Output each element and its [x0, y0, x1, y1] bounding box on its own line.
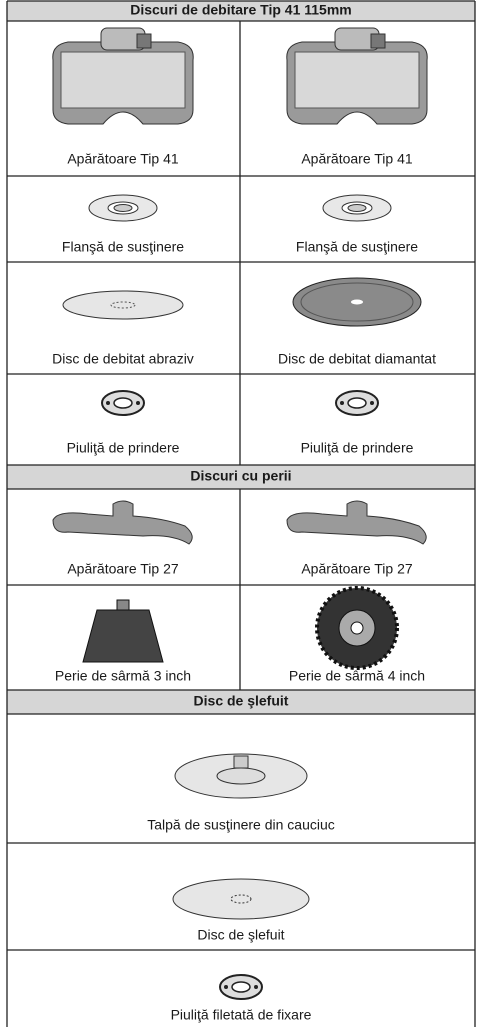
header-bg [7, 465, 475, 489]
header-bg [7, 690, 475, 714]
cell-label: Perie de sârmă 4 inch [289, 668, 425, 684]
cell-label: Disc de debitat abraziv [52, 351, 194, 367]
cell-label: Apărătoare Tip 27 [301, 561, 413, 577]
cell-label: Perie de sârmă 3 inch [55, 668, 191, 684]
section-title: Discuri cu perii [190, 468, 291, 484]
cell-label: Apărătoare Tip 41 [301, 151, 413, 167]
cell-label: Talpă de susţinere din cauciuc [147, 817, 335, 833]
section-title: Discuri de debitare Tip 41 115mm [130, 2, 352, 18]
cell-label: Piuliţă filetată de fixare [171, 1007, 312, 1023]
cell-label: Flanşă de susţinere [62, 239, 184, 255]
cell-label: Piuliţă de prindere [301, 440, 414, 456]
cell-label: Disc de debitat diamantat [278, 351, 436, 367]
cell-label: Apărătoare Tip 41 [67, 151, 179, 167]
table-borders [6, 0, 476, 1027]
cell-label: Apărătoare Tip 27 [67, 561, 179, 577]
cell-label: Piuliţă de prindere [67, 440, 180, 456]
header-bg [7, 1, 475, 21]
section-title: Disc de şlefuit [194, 693, 289, 709]
illustrations [52, 27, 428, 1000]
cell-label: Disc de şlefuit [197, 927, 284, 943]
text: Discuri de debitare Tip 41 115mm Apărăto… [52, 2, 436, 1023]
cell-label: Flanşă de susţinere [296, 239, 418, 255]
